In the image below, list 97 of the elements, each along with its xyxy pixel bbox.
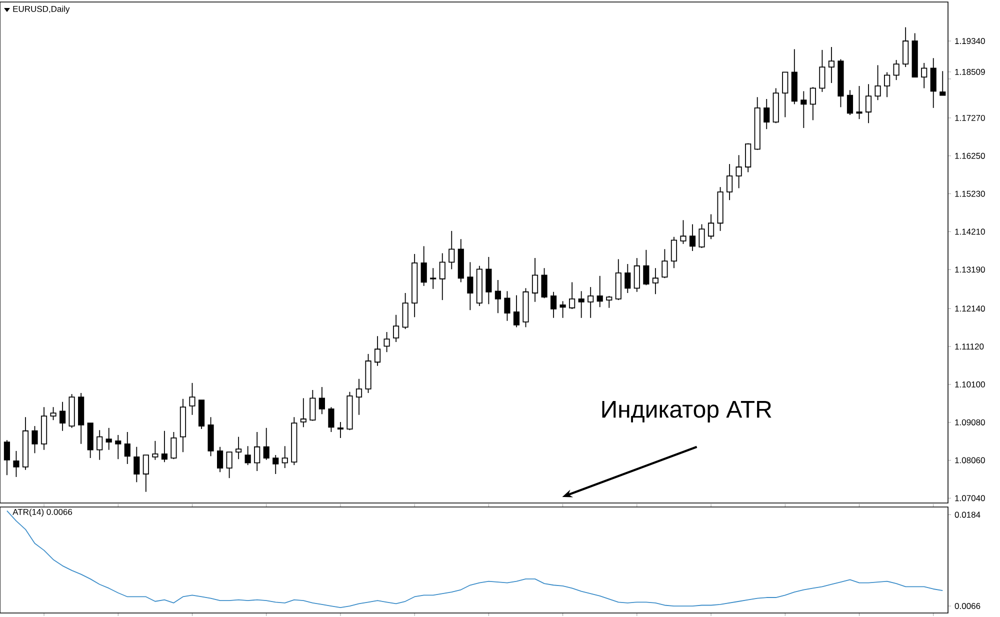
candlestick — [810, 86, 816, 121]
candlestick — [189, 382, 196, 416]
y-tick-label: 1.17270 — [955, 114, 985, 121]
candlestick — [846, 90, 854, 116]
candlestick — [930, 58, 936, 108]
candlestick — [902, 26, 909, 68]
candlestick — [356, 378, 362, 416]
y-tick-label: 1.10100 — [955, 381, 985, 388]
y-tick-label: 1.15230 — [955, 190, 985, 197]
candlestick — [940, 70, 946, 96]
y-tick-label: 1.13190 — [955, 266, 985, 273]
candlestick — [893, 60, 900, 80]
candlestick — [467, 262, 474, 311]
candlestick — [596, 275, 603, 308]
candlestick — [736, 154, 742, 189]
chart-title: ATR(14) 0.0066 — [12, 508, 72, 517]
candlestick — [216, 446, 224, 473]
candlestick — [504, 290, 510, 322]
y-tick-label: 1.16250 — [955, 152, 985, 159]
candlestick — [819, 49, 826, 92]
y-tick-label: 1.12140 — [955, 306, 985, 312]
y-tick-label: 1.07040 — [955, 495, 985, 502]
candlestick — [161, 430, 168, 463]
candlestick — [884, 72, 890, 98]
candlestick — [764, 98, 770, 130]
candlestick — [708, 214, 714, 240]
candlestick — [430, 268, 436, 290]
candlestick — [550, 291, 557, 318]
candlestick — [698, 224, 705, 248]
candlestick — [439, 252, 446, 301]
candlestick — [254, 432, 260, 472]
candlestick — [300, 398, 306, 428]
candlestick — [272, 454, 279, 474]
y-tick-label: 1.08060 — [955, 457, 985, 464]
candlestick — [448, 230, 455, 270]
candlestick — [532, 258, 538, 302]
candlestick — [569, 282, 576, 310]
candlestick — [828, 46, 835, 84]
candlestick — [652, 268, 658, 295]
candlestick — [689, 224, 696, 252]
candlestick — [921, 62, 928, 89]
chart-title: EURUSD,Daily — [13, 6, 70, 14]
candlestick — [560, 300, 566, 318]
candlestick — [13, 450, 20, 478]
candlestick — [634, 258, 640, 292]
candlestick — [310, 390, 316, 422]
annotation: Индикатор ATR — [602, 401, 772, 423]
candlestick — [745, 142, 752, 173]
candlestick — [170, 432, 177, 460]
y-tick-label: 1.19340 — [955, 38, 985, 44]
candlestick — [726, 164, 733, 201]
candlestick — [393, 314, 400, 343]
candlestick — [588, 286, 594, 318]
candlestick — [513, 294, 520, 328]
y-tick-label: 0.0184 — [954, 512, 980, 518]
candlestick — [115, 434, 122, 460]
candlestick — [96, 430, 103, 460]
candlestick — [865, 84, 872, 124]
candlestick — [606, 296, 612, 308]
candlestick — [152, 440, 158, 460]
candlestick — [856, 86, 862, 120]
candlestick — [142, 454, 149, 492]
candlestick — [624, 264, 631, 294]
candlestick — [32, 426, 38, 454]
candlestick — [578, 290, 584, 318]
candlestick — [244, 446, 251, 466]
y-tick-label: 1.18509 — [955, 68, 985, 75]
candlestick — [124, 432, 130, 464]
candlestick — [60, 401, 66, 432]
candlestick — [50, 406, 56, 421]
candlestick — [800, 90, 807, 128]
candlestick — [670, 236, 678, 269]
candlestick — [680, 220, 686, 244]
y-tick-label: 1.14210 — [955, 228, 985, 235]
candlestick — [643, 249, 650, 286]
candlestick — [494, 280, 501, 314]
candlestick — [318, 386, 325, 415]
y-tick-label: 1.11120 — [955, 344, 984, 350]
candlestick — [541, 268, 548, 299]
candlestick — [106, 427, 112, 450]
candlestick — [226, 452, 232, 479]
candlestick — [874, 64, 881, 101]
candlestick — [384, 332, 390, 353]
candlestick — [134, 446, 140, 483]
candlestick — [236, 436, 242, 460]
candlestick — [263, 427, 270, 460]
candlestick — [420, 246, 427, 286]
candlestick — [782, 72, 788, 118]
candlestick — [337, 422, 344, 438]
candlestick — [374, 336, 381, 366]
candlestick — [662, 248, 668, 279]
candlestick — [486, 256, 492, 305]
y-tick-label: 1.09080 — [955, 419, 985, 426]
candlestick — [4, 440, 10, 476]
candlestick — [282, 446, 288, 468]
candlestick — [328, 406, 334, 432]
y-tick-label: 0.0066 — [954, 603, 980, 610]
